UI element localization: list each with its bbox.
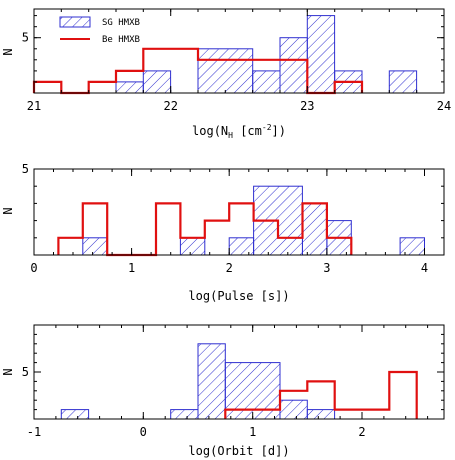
x-tick-label: 23	[300, 99, 314, 113]
x-tick-label: 3	[323, 261, 330, 275]
x-tick-label: 2	[226, 261, 233, 275]
sg-bar-3	[252, 70, 281, 94]
x-axis-label: log(Orbit [d])	[188, 444, 289, 458]
sg-bar-2	[197, 343, 226, 420]
x-tick-label: 0	[140, 425, 147, 439]
sg-bar-5	[306, 15, 336, 94]
sg-bar-1	[170, 409, 199, 420]
sg-bar-6	[399, 237, 426, 256]
x-tick-label: 24	[437, 99, 451, 113]
y-tick-label: 5	[22, 365, 29, 379]
sg-bar-7	[388, 70, 418, 94]
y-axis-label: N	[1, 368, 15, 375]
plot-frame	[33, 8, 445, 94]
sg-bar-2	[197, 48, 254, 94]
panel-orbital-period: -1 0 1 2 5 N log(Orbit [d])	[1, 324, 445, 458]
legend-swatch-sg	[59, 16, 91, 28]
sg-bar-4	[302, 202, 328, 256]
legend-label-sg: SG HMXB	[102, 18, 140, 28]
x-tick-label: 21	[27, 99, 41, 113]
be-step-line	[224, 370, 418, 419]
sg-bar-0	[82, 237, 108, 256]
panel-column-density: 21 22 23 24 5 SG HMXB Be HMXB N log(NH [cm-2…	[1, 8, 451, 140]
x-tick-label: -1	[27, 425, 41, 439]
x-tick-label: 0	[30, 261, 37, 275]
sg-bar-1	[142, 70, 172, 94]
sg-bar-4	[279, 399, 308, 420]
x-axis-label: log(Pulse [s])	[188, 289, 289, 303]
x-axis-label: log(NH [cm-2])	[192, 123, 286, 140]
x-tick-label: 4	[421, 261, 428, 275]
be-step-line	[57, 202, 353, 257]
sg-bar-0	[60, 409, 90, 420]
y-axis-label: N	[1, 48, 15, 55]
y-tick-label: 5	[22, 31, 29, 45]
x-tick-label: 2	[358, 425, 365, 439]
panel-pulse-period: 0 1 2 3 4 5 N log(Pulse [s])	[1, 162, 445, 303]
x-tick-label: 1	[249, 425, 256, 439]
y-tick-label: 5	[22, 162, 29, 176]
legend-label-be: Be HMXB	[102, 35, 140, 45]
y-axis-label: N	[1, 207, 15, 214]
plot-frame	[33, 168, 445, 256]
x-tick-label: 1	[128, 261, 135, 275]
x-tick-label: 22	[163, 99, 177, 113]
sg-bar-0	[115, 81, 144, 94]
legend: SG HMXB Be HMXB	[59, 16, 140, 45]
sg-bar-2	[228, 237, 255, 256]
sg-bar-5	[306, 409, 336, 420]
sg-bar-1	[179, 237, 206, 256]
sg-bar-4	[279, 37, 308, 94]
